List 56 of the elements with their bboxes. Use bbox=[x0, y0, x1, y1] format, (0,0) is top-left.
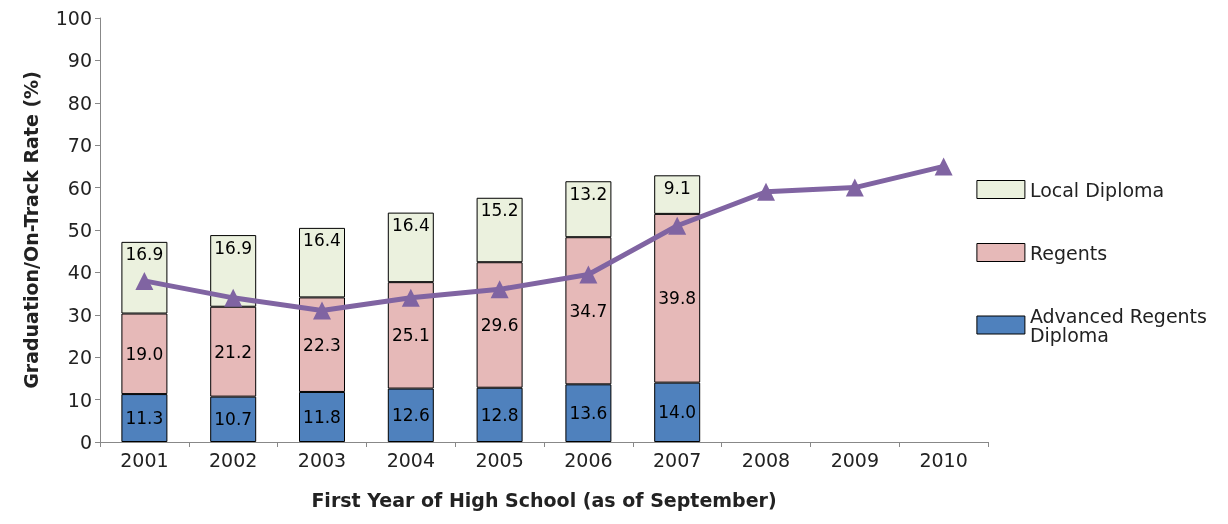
data-label: 16.4 bbox=[391, 215, 430, 236]
point bbox=[845, 178, 864, 197]
y-tick-label: 70 bbox=[67, 134, 92, 157]
x-tick-label: 2004 bbox=[386, 448, 435, 471]
point bbox=[313, 301, 331, 320]
data-label: 29.6 bbox=[480, 314, 519, 335]
x-tick-label: 2010 bbox=[919, 448, 968, 471]
point bbox=[224, 288, 243, 307]
data-label: 13.6 bbox=[569, 403, 608, 424]
data-label: 10.7 bbox=[214, 409, 253, 430]
data-label: 13.2 bbox=[569, 183, 608, 204]
data-label: 34.7 bbox=[569, 300, 608, 321]
data-label: 14.0 bbox=[658, 402, 697, 423]
y-tick-label: 90 bbox=[67, 49, 92, 72]
data-label: 19.0 bbox=[125, 343, 164, 364]
data-label: 16.9 bbox=[125, 244, 164, 265]
data-label: 21.2 bbox=[214, 341, 253, 362]
y-tick-label: 40 bbox=[67, 261, 92, 284]
point bbox=[401, 288, 420, 307]
x-tick-label: 2005 bbox=[475, 448, 524, 471]
y-tick-label: 0 bbox=[79, 431, 92, 453]
data-label: 12.6 bbox=[391, 405, 430, 426]
legend-label: Local Diploma bbox=[1029, 178, 1165, 201]
point bbox=[934, 157, 953, 176]
data-label: 16.9 bbox=[214, 237, 253, 258]
point bbox=[757, 182, 775, 201]
data-label: 39.8 bbox=[658, 288, 697, 309]
data-label: 9.1 bbox=[663, 177, 691, 198]
point bbox=[490, 280, 509, 299]
x-tick-label: 2007 bbox=[653, 448, 702, 471]
x-tick-label: 2008 bbox=[741, 448, 791, 471]
data-label: 22.3 bbox=[303, 334, 341, 355]
x-tick-label: 2003 bbox=[297, 448, 347, 471]
x-tick-label: 2009 bbox=[830, 448, 879, 471]
legend-label: Regents bbox=[1029, 241, 1108, 264]
y-tick-label: 80 bbox=[67, 91, 92, 114]
data-label: 11.3 bbox=[125, 408, 164, 429]
y-tick-label: 50 bbox=[67, 219, 92, 241]
data-label: 15.2 bbox=[480, 200, 519, 221]
y-axis-title: Graduation/On-Track Rate (%) bbox=[19, 71, 42, 389]
y-tick-label: 100 bbox=[55, 7, 92, 29]
data-label: 25.1 bbox=[391, 325, 430, 346]
data-label: 16.4 bbox=[303, 230, 341, 251]
x-tick-label: 2002 bbox=[209, 448, 258, 471]
y-tick-label: 20 bbox=[67, 346, 92, 369]
point bbox=[668, 216, 687, 235]
x-axis-title: First Year of High School (as of September) bbox=[311, 488, 777, 511]
legend-label: Advanced Regents Diploma bbox=[1029, 304, 1213, 346]
y-tick-label: 10 bbox=[67, 388, 92, 411]
x-tick-label: 2001 bbox=[120, 448, 169, 471]
y-tick-label: 60 bbox=[67, 176, 92, 199]
x-tick-label: 2006 bbox=[564, 448, 613, 471]
point bbox=[579, 265, 598, 284]
y-tick-label: 30 bbox=[67, 303, 92, 326]
data-label: 11.8 bbox=[303, 406, 341, 427]
data-label: 12.8 bbox=[480, 404, 519, 425]
